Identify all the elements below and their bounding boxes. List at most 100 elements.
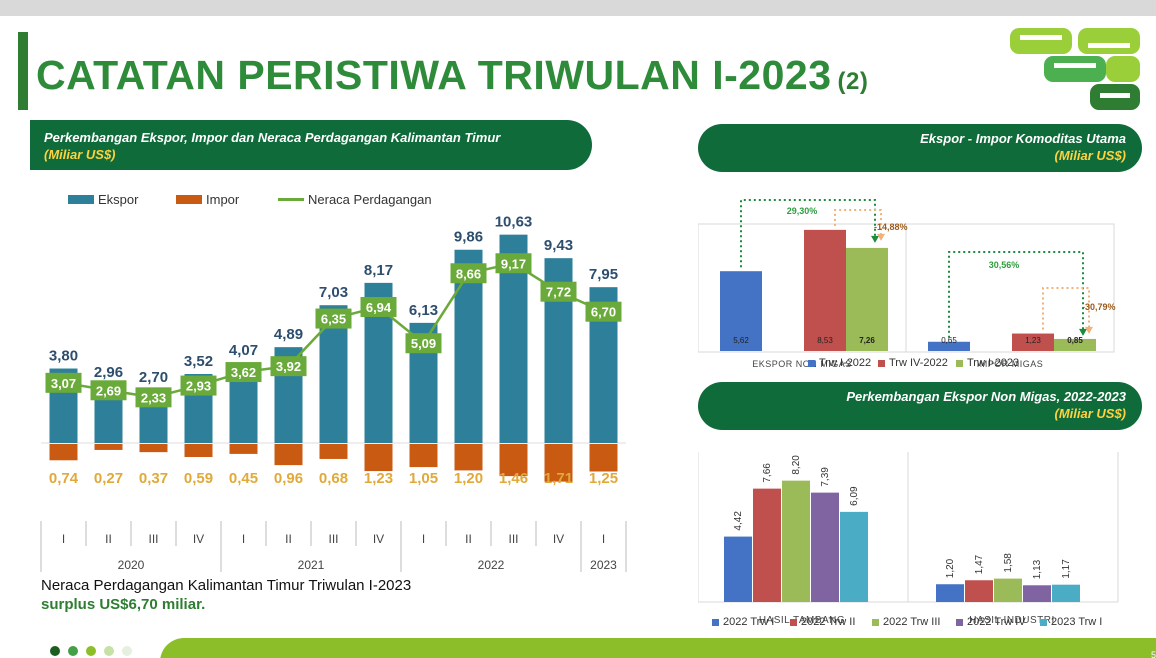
impor-bar (49, 444, 78, 461)
legend-ekspor-swatch (68, 195, 94, 204)
commodity-value-label: 0,65 (941, 336, 957, 345)
nonmigas-value-label: 1,13 (1032, 559, 1043, 579)
legend-neraca: Neraca Perdagangan (278, 192, 432, 207)
quarter-tick-label: III (508, 532, 518, 546)
commodity-legend-label: Trw IV-2022 (889, 357, 948, 369)
nonmigas-value-label: 1,20 (945, 558, 956, 578)
note-line-2: surplus US$6,70 miliar. (41, 596, 206, 613)
nonmigas-legend-swatch (872, 618, 879, 626)
ekspor-value-label: 6,13 (409, 302, 438, 319)
growth-label: 29,30% (787, 206, 818, 216)
impor-bar (409, 444, 438, 468)
nonmigas-legend-swatch (790, 618, 797, 626)
ekspor-value-label: 2,96 (94, 364, 123, 381)
quarter-tick-label: IV (553, 532, 564, 546)
neraca-value-label: 3,07 (51, 376, 76, 391)
ekspor-value-label: 10,63 (495, 214, 533, 231)
quarter-tick-label: III (148, 532, 158, 546)
commodity-bar (928, 341, 970, 351)
quarter-tick-label: IV (193, 532, 204, 546)
legend-neraca-label: Neraca Perdagangan (308, 192, 432, 207)
commodity-category-label: EKSPOR NON MIGAS (752, 359, 852, 369)
impor-value-label: 0,74 (49, 470, 79, 487)
ekspor-value-label: 9,86 (454, 229, 483, 246)
impor-value-label: 0,27 (94, 470, 123, 487)
impor-bar (319, 444, 348, 459)
nonmigas-value-label: 7,39 (820, 467, 831, 487)
nonmigas-category-label: HASIL TAMBANG (759, 615, 845, 626)
commodity-bar (720, 271, 762, 351)
arrow-head (871, 235, 879, 243)
nonmigas-value-label: 1,58 (1003, 553, 1014, 573)
legend-ekspor-label: Ekspor (98, 192, 139, 207)
neraca-value-label: 2,33 (141, 390, 166, 405)
footer-bar: 5 (160, 638, 1156, 658)
impor-value-label: 0,68 (319, 470, 348, 487)
ekspor-value-label: 3,52 (184, 353, 213, 370)
nonmigas-chart-unit: (Miliar US$) (1054, 406, 1126, 421)
commodity-value-label: 7,26 (859, 336, 875, 345)
impor-bar (544, 444, 573, 482)
nonmigas-chart: 4,42 7,66 8,20 7,39 6,09 HASIL TAMBANG 1,20 1,4… (698, 452, 1119, 626)
growth-label: -14,88% (874, 222, 908, 232)
ekspor-value-label: 2,70 (139, 369, 168, 386)
commodity-legend-swatch (808, 359, 815, 367)
footer-dot-4 (104, 646, 114, 656)
neraca-label-box (180, 375, 217, 396)
nonmigas-legend-swatch (1040, 618, 1047, 626)
impor-value-label: 1,20 (454, 470, 483, 487)
left-chart-header-title: Perkembangan Ekspor, Impor dan Neraca Pe… (44, 130, 501, 145)
neraca-value-label: 9,17 (501, 256, 526, 271)
growth-arrow-yoy (740, 199, 876, 268)
impor-value-label: 0,96 (274, 470, 303, 487)
nonmigas-chart-header: Perkembangan Ekspor Non Migas, 2022-2023… (698, 382, 1142, 430)
commodity-chart-title: Ekspor - Impor Komoditas Utama (920, 131, 1126, 146)
nonmigas-legend-label: 2022 Trw III (883, 616, 941, 628)
nonmigas-value-label: 6,09 (849, 486, 860, 506)
neraca-label-box (315, 308, 352, 329)
growth-label: 30,56% (989, 260, 1020, 270)
impor-value-label: 0,45 (229, 470, 258, 487)
ekspor-value-label: 4,89 (274, 326, 303, 343)
legend-impor-swatch (176, 195, 202, 204)
neraca-label-box (135, 387, 172, 408)
nonmigas-legend-item: 2022 Trw II (790, 616, 855, 628)
neraca-value-label: 5,09 (411, 336, 436, 351)
nonmigas-legend-item: 2022 Trw III (872, 616, 940, 628)
legend-neraca-swatch (278, 198, 304, 201)
commodity-chart-header: Ekspor - Impor Komoditas Utama (Miliar U… (698, 124, 1142, 172)
impor-bar (229, 444, 258, 454)
commodity-legend-label: Trw I-2023 (967, 357, 1020, 369)
commodity-legend-swatch (956, 359, 963, 367)
footer-dot-3 (86, 646, 96, 656)
commodity-legend-label: Trw I-2022 (819, 357, 872, 369)
neraca-label-box (360, 296, 397, 317)
quarter-tick-label: II (285, 532, 292, 546)
neraca-value-label: 8,66 (456, 266, 481, 281)
legend-ekspor: Ekspor (68, 192, 138, 207)
nonmigas-bar (753, 488, 781, 602)
left-chart-header: Perkembangan Ekspor, Impor dan Neraca Pe… (30, 120, 592, 170)
impor-bar (274, 444, 303, 466)
nonmigas-legend-label: 2022 Trw IV (967, 616, 1026, 628)
neraca-label-box (450, 263, 487, 284)
ekspor-value-label: 7,95 (589, 266, 618, 283)
neraca-value-label: 3,62 (231, 365, 256, 380)
growth-arrow-qoq (1042, 287, 1090, 330)
arrow-head (1085, 326, 1093, 334)
nonmigas-bar (1052, 584, 1080, 602)
left-chart-header-unit: (Miliar US$) (44, 147, 116, 162)
impor-value-label: 1,25 (589, 470, 618, 487)
neraca-value-label: 6,70 (591, 305, 616, 320)
nonmigas-chart-title: Perkembangan Ekspor Non Migas, 2022-2023 (846, 389, 1126, 404)
commodity-value-label: 8,53 (817, 336, 833, 345)
neraca-value-label: 3,92 (276, 359, 301, 374)
impor-bar (499, 444, 528, 477)
ekspor-value-label: 9,43 (544, 237, 573, 254)
commodity-value-label: 0,85 (1067, 336, 1083, 345)
nonmigas-legend-item: 2022 Trw IV (956, 616, 1026, 628)
legend-impor-label: Impor (206, 192, 240, 207)
nonmigas-bar (724, 536, 752, 602)
nonmigas-value-label: 8,20 (791, 455, 802, 475)
note-line-1: Neraca Perdagangan Kalimantan Timur Triw… (41, 577, 412, 594)
